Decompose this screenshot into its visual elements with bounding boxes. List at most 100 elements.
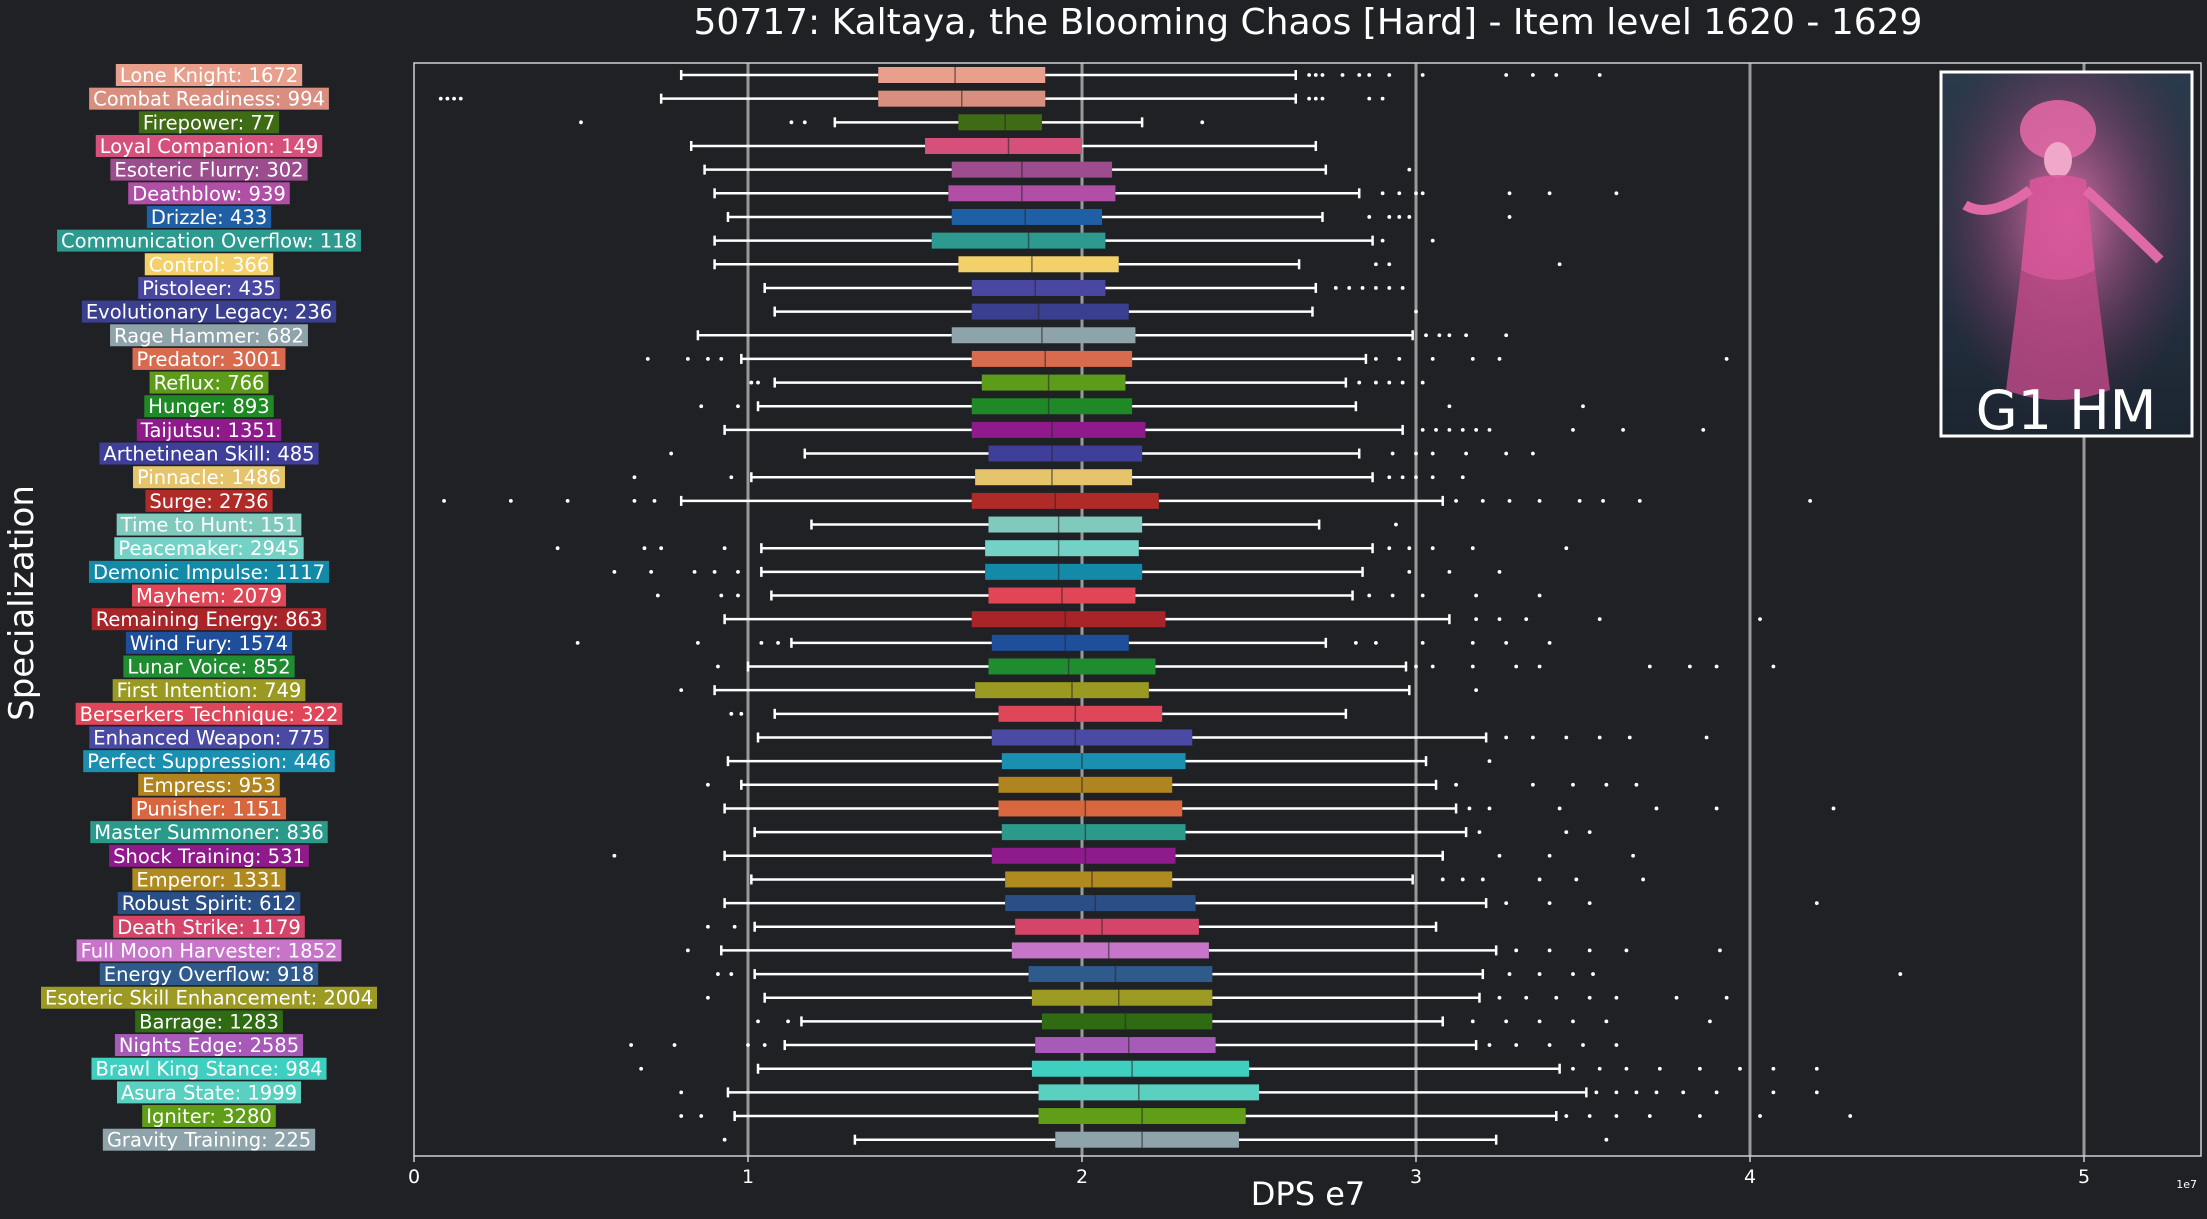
box-8 xyxy=(713,256,1562,273)
y-axis-label: Specialization xyxy=(2,485,42,721)
outlier-point xyxy=(1687,664,1692,669)
outlier-point xyxy=(1814,1090,1819,1095)
box-7 xyxy=(713,232,1435,249)
outlier-point xyxy=(1654,806,1659,811)
outlier-point xyxy=(1374,380,1378,385)
box-iqr xyxy=(991,729,1193,746)
category-label-bg xyxy=(91,1057,327,1080)
outlier-point xyxy=(1394,522,1398,527)
category-label-bg xyxy=(135,1010,283,1033)
category-label-bg xyxy=(112,679,306,702)
outlier-point xyxy=(776,640,780,645)
outlier-point xyxy=(1390,451,1395,456)
outlier-point xyxy=(1474,593,1479,598)
box-15 xyxy=(723,421,1706,438)
outlier-point xyxy=(1714,806,1719,811)
outlier-point xyxy=(1831,806,1836,811)
outlier-point xyxy=(659,546,664,551)
outlier-point xyxy=(1614,995,1619,1000)
outlier-point xyxy=(452,96,456,101)
box-iqr xyxy=(1031,989,1213,1006)
outlier-point xyxy=(679,688,684,693)
category-label-bg xyxy=(144,395,274,418)
outlier-point xyxy=(1637,498,1642,503)
box-iqr xyxy=(991,847,1176,864)
box-iqr xyxy=(971,350,1133,367)
outlier-point xyxy=(555,546,560,551)
outlier-point xyxy=(1537,1019,1542,1024)
category-label-bg xyxy=(138,773,280,796)
outlier-point xyxy=(1624,948,1629,953)
outlier-point xyxy=(1701,428,1706,432)
outlier-point xyxy=(699,1114,704,1118)
outlier-point xyxy=(1497,853,1502,858)
outlier-point xyxy=(1470,1019,1475,1024)
outlier-point xyxy=(655,593,660,598)
outlier-point xyxy=(1487,428,1492,432)
outlier-point xyxy=(1397,191,1402,196)
outlier-point xyxy=(1614,1090,1619,1095)
outlier-point xyxy=(1387,215,1392,219)
category-label-bg xyxy=(125,631,293,654)
box-35 xyxy=(723,895,1819,912)
outlier-point xyxy=(1537,664,1542,669)
outlier-point xyxy=(1497,995,1502,1000)
outlier-point xyxy=(652,498,657,503)
outlier-point xyxy=(679,1090,684,1095)
category-label-bg xyxy=(110,324,308,347)
outlier-point xyxy=(1601,498,1605,503)
box-iqr xyxy=(1041,1013,1213,1030)
outlier-point xyxy=(749,380,754,385)
outlier-point xyxy=(1333,286,1338,290)
outlier-point xyxy=(729,711,734,716)
box-29 xyxy=(726,753,1492,770)
category-label: Control: 366 xyxy=(149,253,269,276)
box-39 xyxy=(706,989,1729,1006)
outlier-point xyxy=(1430,357,1435,361)
outlier-point xyxy=(1390,593,1395,598)
box-12 xyxy=(645,350,1729,367)
box-5 xyxy=(713,185,1619,202)
category-label: Shock Training: 531 xyxy=(113,845,305,868)
outlier-point xyxy=(1537,877,1542,882)
box-iqr xyxy=(981,374,1126,391)
outlier-point xyxy=(1604,1137,1609,1142)
outlier-point xyxy=(1430,475,1435,480)
box-16 xyxy=(669,445,1535,462)
box-3 xyxy=(689,137,1318,154)
category-label: Brawl King Stance: 984 xyxy=(95,1058,322,1081)
category-label-bg xyxy=(90,821,328,844)
box-34 xyxy=(750,871,1646,888)
outlier-point xyxy=(1564,830,1569,835)
box-iqr xyxy=(931,232,1106,249)
outlier-point xyxy=(1708,1019,1712,1024)
outlier-point xyxy=(1547,191,1552,196)
outlier-point xyxy=(692,569,697,574)
box-iqr xyxy=(1015,918,1199,935)
outlier-point xyxy=(575,640,580,645)
box-22 xyxy=(655,587,1542,604)
outlier-point xyxy=(1357,380,1362,385)
category-label-bg xyxy=(95,134,323,157)
box-iqr xyxy=(1028,966,1213,983)
outlier-point xyxy=(442,498,446,503)
outlier-point xyxy=(1420,428,1425,432)
outlier-point xyxy=(1587,901,1592,905)
outlier-point xyxy=(632,498,637,503)
outlier-point xyxy=(1674,995,1679,1000)
outlier-point xyxy=(1614,1114,1619,1118)
category-label-bg xyxy=(57,229,361,252)
outlier-point xyxy=(1698,1114,1702,1118)
box-iqr xyxy=(1005,871,1173,888)
plot-frame xyxy=(413,62,2202,1157)
outlier-point xyxy=(756,1019,760,1024)
outlier-point xyxy=(719,357,724,361)
box-45 xyxy=(722,1131,1609,1148)
box-iqr xyxy=(975,682,1149,699)
x-tick-label: 0 xyxy=(408,1166,420,1188)
outlier-point xyxy=(732,924,737,929)
outlier-point xyxy=(1487,1043,1492,1047)
box-14 xyxy=(699,398,1585,415)
